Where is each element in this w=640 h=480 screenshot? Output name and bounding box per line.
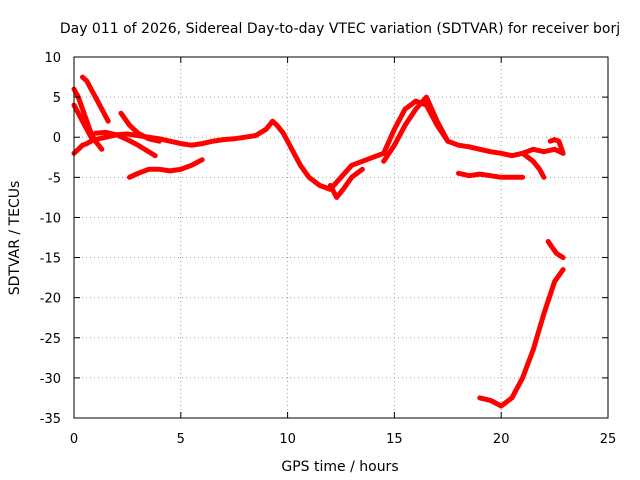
x-tick-label: 0 — [70, 432, 78, 447]
y-tick-label: -5 — [48, 171, 61, 186]
x-tick-labels: 0 5 10 15 20 25 — [70, 432, 616, 447]
y-tick-label: -30 — [40, 372, 61, 387]
series-arc-l — [547, 137, 566, 156]
series-arc-a — [71, 98, 566, 192]
x-axis-title: GPS time / hours — [281, 459, 398, 475]
series-arc-m — [477, 267, 566, 409]
series-arc-e — [92, 129, 158, 159]
y-tick-label: -20 — [40, 292, 61, 307]
series-arc-n — [545, 239, 566, 261]
series-arc-f — [118, 110, 162, 144]
tick-marks — [73, 56, 609, 419]
series-arc-c — [71, 102, 94, 140]
series-arc-h — [327, 166, 365, 200]
x-tick-label: 20 — [493, 432, 510, 447]
y-tick-labels: 10 5 0 -5 -10 -15 -20 -25 -30 -35 — [40, 51, 61, 427]
y-tick-label: -10 — [40, 211, 61, 226]
series-arc-i — [381, 94, 451, 164]
x-tick-label: 10 — [279, 432, 296, 447]
plot-frame — [73, 56, 609, 419]
series-arc-j — [456, 170, 526, 180]
y-tick-label: -25 — [40, 332, 61, 347]
series-arc-d — [80, 74, 111, 124]
y-tick-label: 0 — [53, 131, 61, 146]
y-tick-label: -15 — [40, 252, 61, 267]
grid — [74, 57, 608, 418]
y-tick-label: -35 — [40, 412, 61, 427]
x-tick-label: 15 — [386, 432, 403, 447]
x-tick-label: 5 — [177, 432, 185, 447]
x-tick-label: 25 — [600, 432, 617, 447]
y-tick-label: 5 — [53, 91, 61, 106]
series-arc-k — [520, 150, 547, 180]
y-axis-title: SDTVAR / TECUs — [7, 181, 23, 296]
series-group — [71, 74, 566, 409]
series-arc-g — [127, 157, 205, 180]
y-tick-label: 10 — [44, 51, 61, 66]
chart-title: Day 011 of 2026, Sidereal Day-to-day VTE… — [60, 21, 620, 37]
